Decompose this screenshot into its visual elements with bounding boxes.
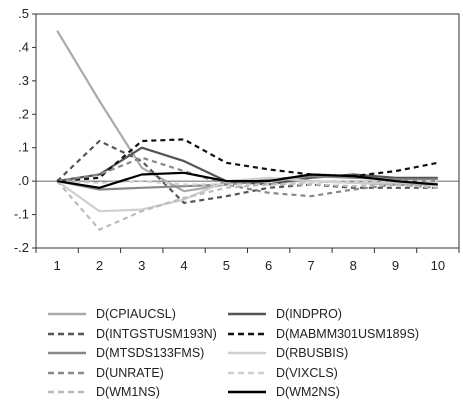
y-tick-label: .1: [18, 140, 29, 155]
x-tick-label: 5: [223, 258, 230, 273]
legend-swatch: [228, 312, 266, 316]
y-tick-label: .4: [18, 39, 29, 54]
legend-label: D(MTSDS133FMS): [96, 346, 205, 360]
x-tick-label: 10: [431, 258, 445, 273]
legend-swatch: [48, 390, 86, 394]
y-tick-label: .0: [18, 173, 29, 188]
legend-swatch: [228, 371, 266, 374]
legend-label: D(RBUSBIS): [276, 346, 349, 360]
x-tick-label: 7: [307, 258, 314, 273]
x-tick-label: 6: [265, 258, 272, 273]
x-tick-label: 2: [96, 258, 103, 273]
series-line-6: [56, 176, 438, 213]
series-line-7: [57, 156, 438, 198]
tick-labels: .5 .4 .3 .2 .1 .0 -.1 -.2 1 2 3 4 5 6 7 8 9 10: [14, 6, 445, 273]
x-tick-label: 8: [350, 258, 357, 273]
legend-swatch: [48, 351, 86, 355]
y-tick-label: .5: [18, 6, 29, 21]
legend-label: D(UNRATE): [96, 365, 164, 380]
legend-swatch: [228, 351, 266, 355]
series-line-3: [56, 139, 438, 204]
series-lines: [56, 30, 439, 231]
series-line-9: [56, 180, 438, 231]
series-line-10: [57, 171, 438, 189]
legend-swatch: [48, 312, 86, 316]
legend-label: D(INTGSTUSM193N): [96, 326, 217, 341]
legend-label: D(VIXCLS): [276, 365, 338, 380]
legend-label: D(CPIAUCSL): [96, 307, 176, 321]
plot-frame: [35, 13, 460, 249]
x-tick-label: 3: [138, 258, 145, 273]
series-line-4: [57, 138, 439, 183]
legend-label: D(WM1NS): [96, 385, 160, 399]
legend-swatch: [228, 332, 266, 335]
legend-swatch: [228, 390, 266, 394]
legend-label: D(MABMM301USM189S): [276, 326, 420, 341]
y-tick-label: -.1: [14, 207, 29, 222]
legend-label: D(INDPRO): [276, 307, 342, 321]
y-tick-label: .2: [18, 106, 29, 121]
y-tick-label: -.2: [14, 240, 29, 255]
x-tick-label: 9: [392, 258, 399, 273]
y-tick-label: .3: [18, 73, 29, 88]
legend-swatch: [48, 332, 86, 335]
legend-swatch: [48, 371, 86, 374]
x-tick-label: 1: [54, 258, 61, 273]
axes: [32, 13, 460, 253]
x-tick-label: 4: [180, 258, 187, 273]
legend-label: D(WM2NS): [276, 385, 340, 399]
